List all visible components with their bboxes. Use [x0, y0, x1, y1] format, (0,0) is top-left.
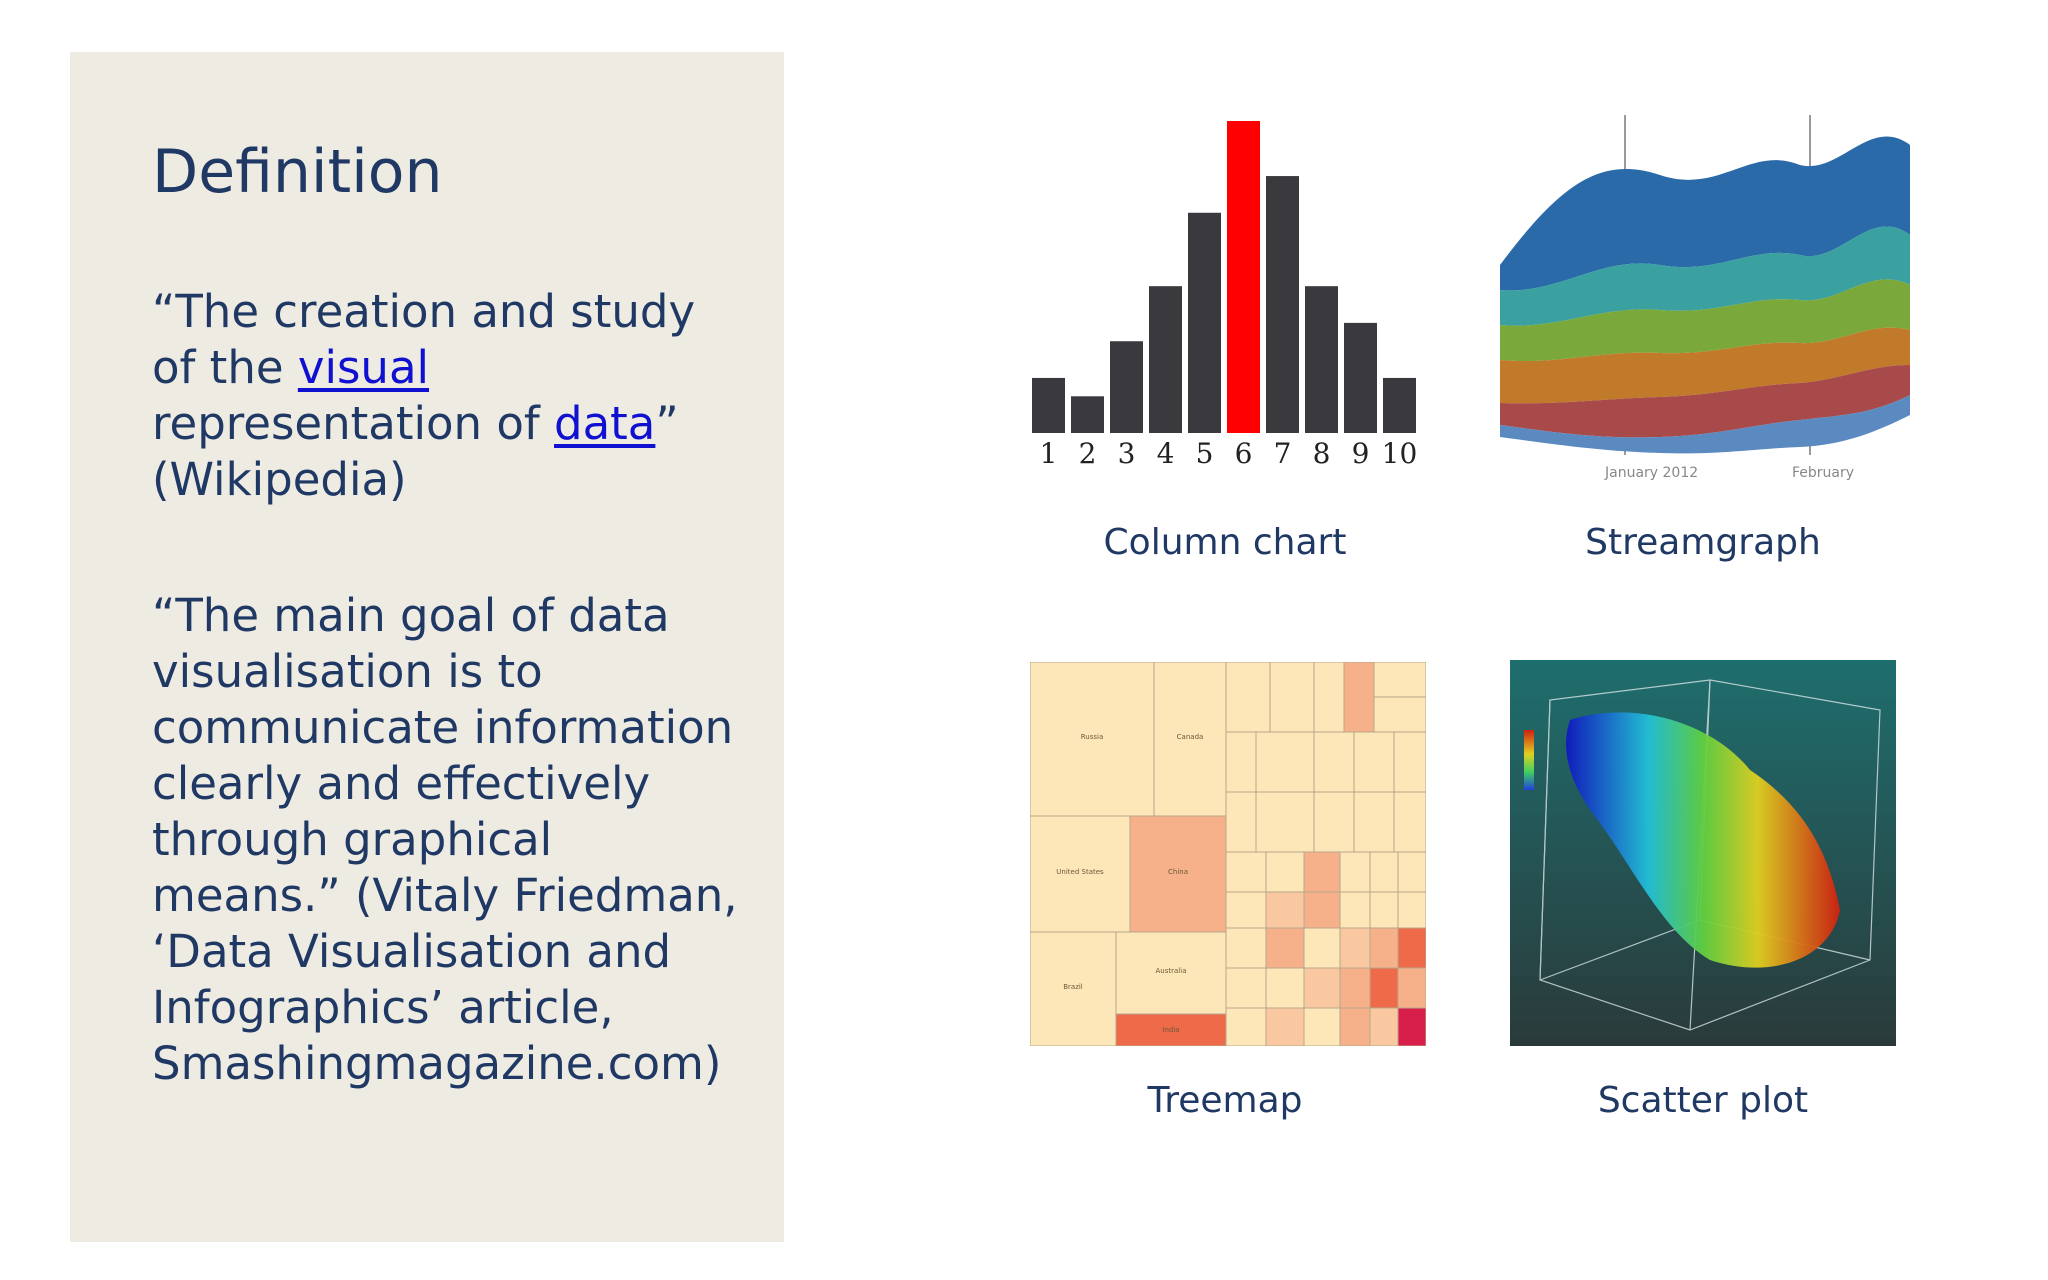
stream-layer-2	[1500, 226, 1910, 326]
definition-panel: Definition “The creation and study of th…	[70, 52, 784, 1242]
quote2-line: ‘Data Visualisation and	[152, 925, 672, 978]
quote2-line: communicate information	[152, 701, 734, 754]
quote2-line: Infographics’ article,	[152, 981, 614, 1034]
column-chart-caption: Column chart	[1103, 522, 1347, 563]
column-tick-label: 8	[1313, 437, 1331, 470]
column-bar-6	[1227, 121, 1260, 433]
treemap-cell-india	[1115, 1013, 1227, 1046]
stream-layer-5	[1500, 365, 1910, 438]
treemap-caption: Treemap	[1147, 1080, 1303, 1121]
stream-tick-january: January 2012	[1604, 465, 1698, 481]
quote2-line: means.” (Vitaly Friedman,	[152, 869, 738, 922]
column-tick-label: 2	[1079, 437, 1097, 470]
definition-title: Definition	[152, 137, 443, 207]
quote2-line: visualisation is to	[152, 645, 543, 698]
treemap-figure: Russia Canada United States China Brazil…	[1030, 662, 1426, 1046]
column-tick-label: 3	[1118, 437, 1136, 470]
streamgraph-figure: January 2012 February	[1500, 115, 1910, 485]
column-tick-label: 5	[1196, 437, 1214, 470]
data-link[interactable]: data	[554, 397, 656, 450]
stream-layer-1	[1500, 136, 1910, 291]
column-bar-2	[1071, 396, 1104, 433]
scatter-color-legend	[1524, 730, 1534, 790]
quote1-line2-text: of the	[152, 341, 298, 394]
column-chart-figure: 1 2 3 4 5 6 7 8 9 10	[1020, 118, 1440, 478]
scatter-point-cloud	[1566, 712, 1840, 968]
column-bar-8	[1305, 286, 1338, 433]
treemap-small-cells	[1225, 662, 1426, 1046]
quote2-line: “The main goal of data	[152, 589, 670, 642]
treemap-label-australia: Australia	[1156, 967, 1187, 975]
treemap-label-us: United States	[1056, 868, 1104, 876]
stream-tick-february: February	[1792, 465, 1854, 481]
treemap-cell-china	[1129, 815, 1227, 933]
column-bar-10	[1383, 377, 1416, 433]
column-bar-3	[1110, 341, 1143, 433]
stream-layer-6	[1500, 395, 1910, 454]
column-tick-label: 6	[1235, 437, 1253, 470]
quote2-line: through graphical	[152, 813, 553, 866]
column-bar-4	[1149, 286, 1182, 433]
treemap-label-brazil: Brazil	[1063, 983, 1083, 991]
treemap-label-india: India	[1162, 1026, 1179, 1034]
friedman-quote: “The main goal of data visualisation is …	[152, 588, 738, 1092]
quote1-line1: “The creation and study	[152, 285, 696, 338]
streamgraph-caption: Streamgraph	[1585, 522, 1821, 563]
scatter-plot	[1510, 660, 1896, 1046]
quote1-line3: representation of data”	[152, 396, 695, 452]
quote2-line: Smashingmagazine.com)	[152, 1037, 722, 1090]
column-bar-7	[1266, 176, 1299, 433]
quote1-line2: of the visual	[152, 340, 695, 396]
column-tick-label: 10	[1382, 437, 1418, 470]
column-tick-label: 4	[1157, 437, 1175, 470]
scatter-plot-caption: Scatter plot	[1597, 1080, 1809, 1121]
column-bar-1	[1032, 377, 1065, 433]
column-tick-label: 1	[1040, 437, 1058, 470]
treemap-cell-canada	[1153, 662, 1227, 817]
treemap: Russia Canada United States China Brazil…	[1030, 662, 1426, 1046]
quote2-line: clearly and effectively	[152, 757, 651, 810]
column-chart: 1 2 3 4 5 6 7 8 9 10	[1032, 121, 1418, 470]
scatter-plot-figure	[1510, 660, 1896, 1046]
visual-link[interactable]: visual	[297, 341, 430, 394]
quote1-source: (Wikipedia)	[152, 453, 407, 506]
streamgraph: January 2012 February	[1500, 115, 1910, 485]
stream-layer-4	[1500, 327, 1910, 404]
column-tick-label: 7	[1274, 437, 1292, 470]
column-bar-5	[1188, 212, 1221, 433]
treemap-label-china: China	[1168, 868, 1188, 876]
stream-layer-3	[1500, 279, 1910, 362]
quote1-closing-quote: ”	[655, 397, 679, 450]
treemap-label-russia: Russia	[1081, 733, 1104, 741]
quote1-line3-text: representation of	[152, 397, 555, 450]
column-tick-label: 9	[1352, 437, 1370, 470]
column-bar-9	[1344, 322, 1377, 433]
treemap-label-canada: Canada	[1177, 733, 1204, 741]
treemap-cell-us	[1030, 815, 1131, 933]
wikipedia-quote: “The creation and study of the visual re…	[152, 284, 695, 508]
treemap-cell-brazil	[1030, 931, 1117, 1046]
